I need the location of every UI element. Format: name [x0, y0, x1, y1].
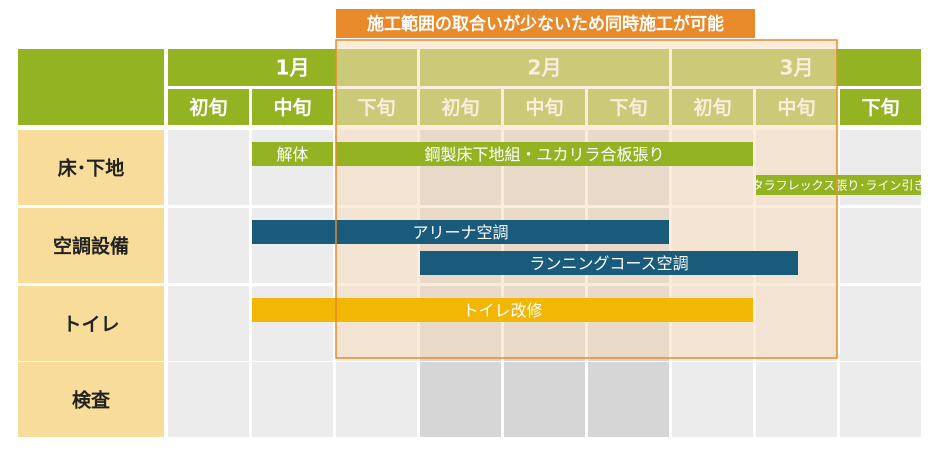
grid-cell	[252, 130, 333, 205]
grid-cell	[588, 362, 669, 437]
task-label: アリーナ空調	[412, 223, 508, 242]
task-label: 解体	[276, 145, 308, 164]
task-bar	[420, 251, 798, 275]
highlight-border	[335, 39, 838, 359]
month-label: 1月	[276, 56, 310, 80]
row-label-cell	[18, 130, 164, 205]
grid-cell	[168, 130, 249, 205]
task-label: タラフレックス張り･ライン引き	[752, 178, 926, 192]
grid-cell	[336, 362, 417, 437]
period-header	[252, 89, 333, 125]
row-label: 床･下地	[58, 157, 125, 180]
task-bar	[756, 175, 921, 195]
annotation-text: 施工範囲の取合いが少ないため同時施工が可能	[367, 14, 724, 35]
grid-cell	[168, 362, 249, 437]
grid-cell	[168, 286, 249, 361]
task-label: トイレ改修	[462, 301, 542, 320]
row-label: トイレ	[62, 314, 119, 336]
row-label-cell	[18, 286, 164, 361]
grid-cell	[840, 208, 921, 283]
header-corner	[18, 49, 164, 125]
period-label: 中旬	[273, 96, 311, 119]
row-label: 空調設備	[53, 235, 129, 258]
grid-cell	[252, 286, 333, 361]
grid-cell	[840, 286, 921, 361]
grid-cell	[840, 362, 921, 437]
grid-cell	[252, 362, 333, 437]
grid-cell	[504, 362, 585, 437]
annotation-banner	[336, 9, 755, 38]
task-bar	[252, 220, 669, 244]
task-bar	[252, 142, 333, 166]
task-bar	[336, 142, 753, 166]
grid-cell	[672, 362, 753, 437]
row-label: 検査	[72, 389, 111, 412]
row-label-cell	[18, 362, 164, 437]
row-label-cell	[18, 208, 164, 283]
period-label: 下旬	[861, 96, 899, 119]
period-label: 初旬	[189, 96, 227, 119]
period-header	[168, 89, 249, 125]
grid-cell	[168, 208, 249, 283]
grid-cell	[756, 362, 837, 437]
grid-cell	[252, 208, 333, 283]
period-header	[840, 89, 921, 125]
task-label: ランニングコース空調	[529, 254, 688, 273]
grid-cell	[420, 362, 501, 437]
task-label: 鋼製床下地組・ユカリラ合板張り	[424, 145, 664, 164]
